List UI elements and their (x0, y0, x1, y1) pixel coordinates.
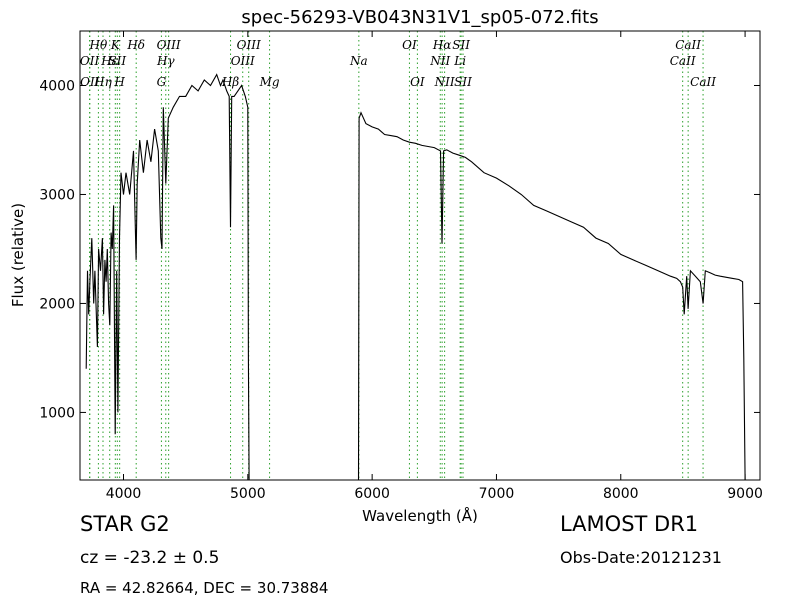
line-label: Na (349, 54, 368, 68)
spectral-line-markers (89, 31, 704, 480)
line-label: SII (454, 75, 472, 89)
line-label: OI (410, 75, 425, 89)
line-label: K (110, 38, 121, 52)
line-label: Hβ (221, 75, 239, 89)
line-label: Hε (100, 54, 118, 68)
line-label: Hδ (126, 38, 145, 52)
line-label: CaII (670, 54, 696, 68)
line-label: CaII (675, 38, 701, 52)
line-label: Hθ (89, 38, 108, 52)
line-label: G (157, 75, 167, 89)
x-tick-label: 8000 (603, 486, 639, 502)
x-tick-label: 5000 (230, 486, 266, 502)
object-classification: STAR G2 (80, 512, 170, 536)
ra-dec-coordinates: RA = 42.82664, DEC = 30.73884 (80, 579, 329, 597)
line-label: Mg (259, 75, 280, 89)
x-tick-label: 7000 (479, 486, 515, 502)
line-label: Li (453, 54, 466, 68)
line-label: Hη (93, 75, 112, 89)
y-tick-label: 2000 (39, 296, 75, 312)
y-axis-label: Flux (relative) (9, 203, 27, 307)
chart-title: spec-56293-VB043N31V1_sp05-072.fits (241, 7, 598, 28)
x-tick-label: 9000 (727, 486, 763, 502)
line-label: OI (402, 38, 417, 52)
line-label: OIII (157, 38, 181, 52)
observation-date: Obs-Date:20121231 (560, 548, 722, 567)
line-label: NII (434, 75, 455, 89)
line-label: CaII (690, 75, 716, 89)
line-label: OIII (237, 38, 261, 52)
line-label: Hγ (156, 54, 175, 68)
line-label: Hα (432, 38, 452, 52)
line-label: NII (429, 54, 450, 68)
redshift-cz: cz = -23.2 ± 0.5 (80, 548, 220, 568)
survey-name: LAMOST DR1 (560, 512, 699, 536)
y-tick-label: 1000 (39, 405, 75, 421)
x-tick-label: 6000 (354, 486, 390, 502)
line-label: H (113, 75, 125, 89)
axis-ticks: 4000 5000 6000 7000 8000 9000 1000 2000 3000 4000 (39, 31, 763, 502)
y-tick-label: 3000 (39, 187, 75, 203)
line-label: OIII (231, 54, 255, 68)
line-label: SII (108, 54, 126, 68)
y-tick-label: 4000 (39, 78, 75, 94)
x-axis-label: Wavelength (Å) (362, 506, 478, 525)
line-label: SII (452, 38, 470, 52)
plot-frame (79, 30, 761, 481)
x-tick-label: 4000 (106, 486, 142, 502)
spectrum-line (85, 73, 746, 481)
line-label: OII (80, 54, 100, 68)
